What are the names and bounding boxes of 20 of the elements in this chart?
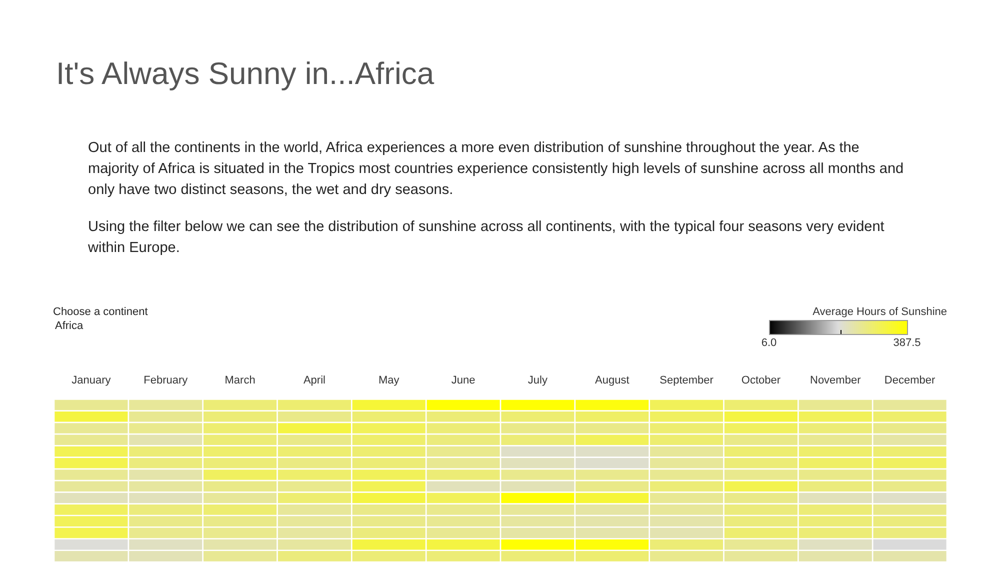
color-bar-label: 387.5 [893,337,921,350]
x-tick-label: September [660,374,714,387]
color-bar-title: Average Hours of Sunshine [812,306,947,318]
x-tick-label: April [303,374,326,387]
color-bar-label: 6.0 [761,337,777,350]
x-tick-label: July [528,374,548,387]
text: Choose a continent [53,306,148,318]
text: Africa [55,320,84,332]
x-tick-label: November [810,374,862,387]
x-tick-label: February [144,374,188,387]
x-tick-label: December [884,374,936,387]
chart-subtitle: Out of all the continents in the world, Africa experiences a more even distribution of sunshine throughout the year. As the majority of Africa is situated in the Tropics most countries experience consistently high levels of sunshine across all months and only have two distinct seasons, the wet and dry seasons. [88,139,905,200]
x-tick-label: June [451,374,476,387]
x-tick-label: October [741,374,781,387]
x-tick-label: March [224,374,256,387]
x-tick-label: August [595,374,630,387]
x-tick-label: May [378,374,400,387]
text: Using the filter below we can see the distribution of sunshine across all continents, with the typical four seasons very evident within Europe. [88,218,886,258]
chart-title: It's Always Sunny in...Africa [56,56,434,92]
x-tick-label: January [72,374,112,387]
